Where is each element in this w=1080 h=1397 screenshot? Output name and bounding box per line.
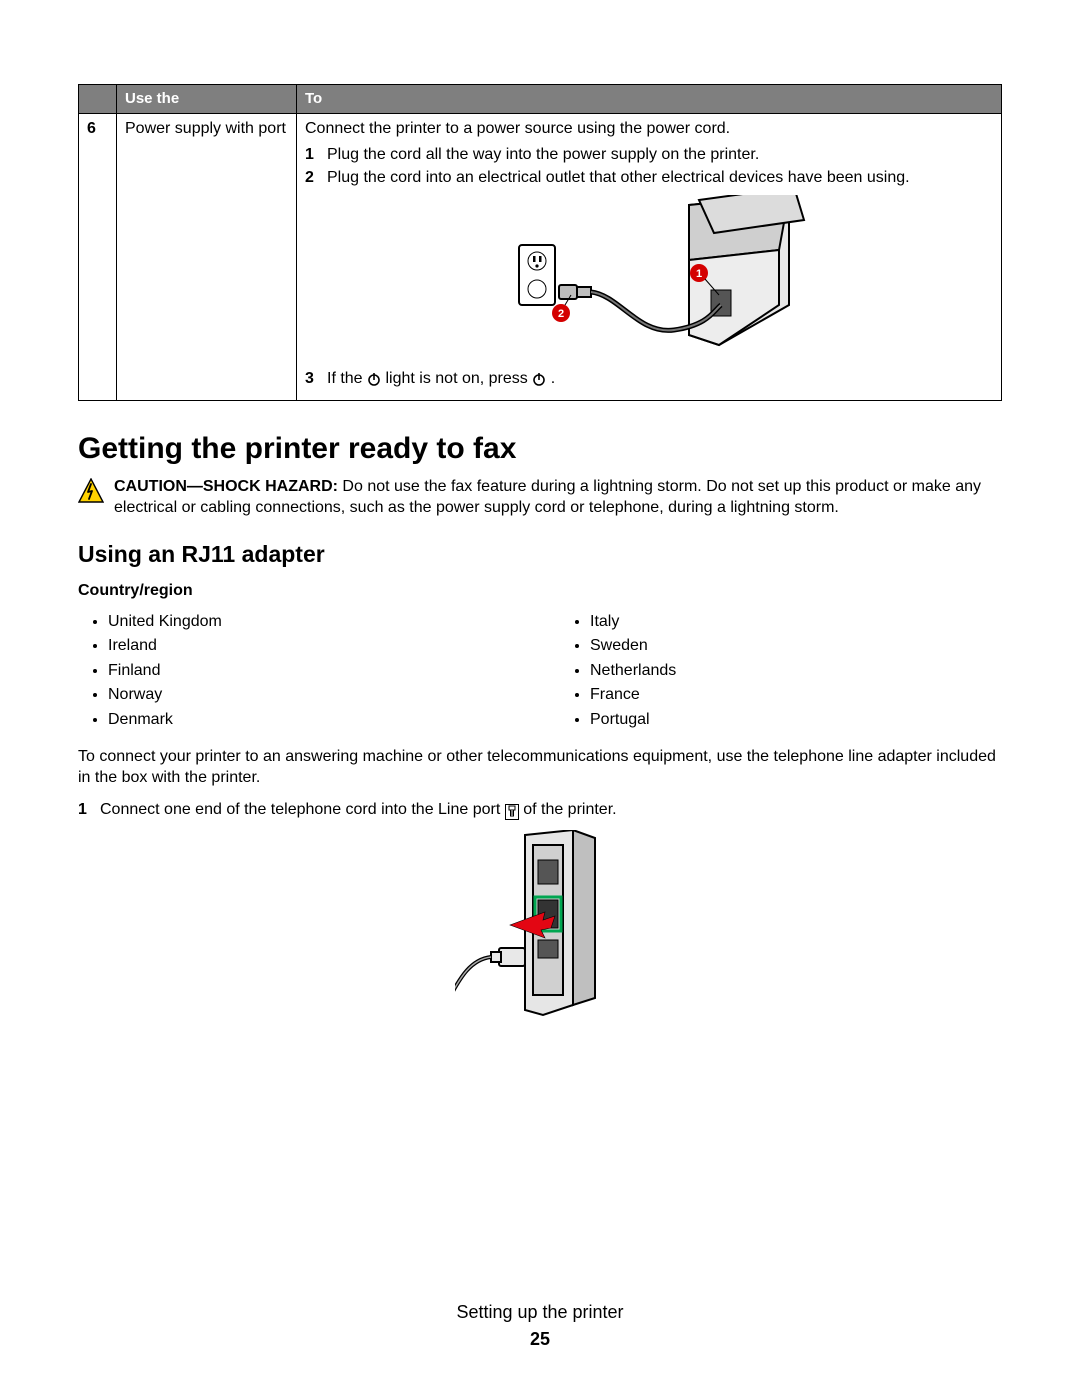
footer-page-number: 25 bbox=[0, 1327, 1080, 1351]
caution-label: CAUTION—SHOCK HAZARD: bbox=[114, 478, 338, 495]
caution-text: CAUTION—SHOCK HAZARD: Do not use the fax… bbox=[114, 476, 1002, 519]
list-item: France bbox=[590, 684, 1002, 706]
list-item: Denmark bbox=[108, 709, 520, 731]
power-cord-illustration: 1 bbox=[305, 195, 993, 362]
table-header-num bbox=[79, 85, 117, 114]
country-list-left: United Kingdom Ireland Finland Norway De… bbox=[78, 608, 520, 734]
line-port-icon bbox=[505, 804, 519, 820]
document-page: Use the To 6 Power supply with port Conn… bbox=[0, 0, 1080, 1397]
body-steps: Connect one end of the telephone cord in… bbox=[78, 799, 1002, 821]
power-icon bbox=[532, 371, 546, 393]
row-intro: Connect the printer to a power source us… bbox=[305, 118, 993, 140]
body-step1-a: Connect one end of the telephone cord in… bbox=[100, 801, 505, 818]
step-3: If the light is not on, press . bbox=[327, 368, 993, 393]
adapter-paragraph: To connect your printer to an answering … bbox=[78, 746, 1002, 789]
table-header-to: To bbox=[297, 85, 1002, 114]
step-1: Plug the cord all the way into the power… bbox=[327, 144, 993, 166]
heading-fax: Getting the printer ready to fax bbox=[78, 429, 1002, 470]
list-item: Netherlands bbox=[590, 660, 1002, 682]
row-number: 6 bbox=[79, 114, 117, 401]
table-header-use: Use the bbox=[117, 85, 297, 114]
instruction-table: Use the To 6 Power supply with port Conn… bbox=[78, 84, 1002, 401]
step3-text-b: light is not on, press bbox=[385, 370, 532, 387]
power-icon bbox=[367, 371, 381, 393]
svg-text:1: 1 bbox=[696, 268, 702, 280]
svg-text:2: 2 bbox=[558, 308, 564, 320]
line-port-illustration bbox=[78, 830, 1002, 1027]
caution-block: CAUTION—SHOCK HAZARD: Do not use the fax… bbox=[78, 476, 1002, 519]
step3-text-c: . bbox=[551, 370, 555, 387]
page-footer: Setting up the printer 25 bbox=[0, 1300, 1080, 1351]
body-step1-b: of the printer. bbox=[523, 801, 616, 818]
list-item: Norway bbox=[108, 684, 520, 706]
country-list-right: Italy Sweden Netherlands France Portugal bbox=[560, 608, 1002, 734]
list-item: Finland bbox=[108, 660, 520, 682]
country-region-label: Country/region bbox=[78, 580, 1002, 602]
list-item: Italy bbox=[590, 611, 1002, 633]
list-item: Ireland bbox=[108, 635, 520, 657]
shock-hazard-icon bbox=[78, 478, 104, 504]
table-row: 6 Power supply with port Connect the pri… bbox=[79, 114, 1002, 401]
row-use: Power supply with port bbox=[117, 114, 297, 401]
row-to: Connect the printer to a power source us… bbox=[297, 114, 1002, 401]
row-steps: Plug the cord all the way into the power… bbox=[305, 144, 993, 189]
heading-rj11: Using an RJ11 adapter bbox=[78, 539, 1002, 570]
step3-text-a: If the bbox=[327, 370, 367, 387]
footer-title: Setting up the printer bbox=[0, 1300, 1080, 1324]
row-steps-cont: If the light is not on, press . bbox=[305, 368, 993, 393]
list-item: United Kingdom bbox=[108, 611, 520, 633]
step-2: Plug the cord into an electrical outlet … bbox=[327, 167, 993, 189]
list-item: Portugal bbox=[590, 709, 1002, 731]
list-item: Sweden bbox=[590, 635, 1002, 657]
country-columns: United Kingdom Ireland Finland Norway De… bbox=[78, 606, 1002, 736]
table-header-row: Use the To bbox=[79, 85, 1002, 114]
body-step-1: Connect one end of the telephone cord in… bbox=[100, 799, 1002, 821]
